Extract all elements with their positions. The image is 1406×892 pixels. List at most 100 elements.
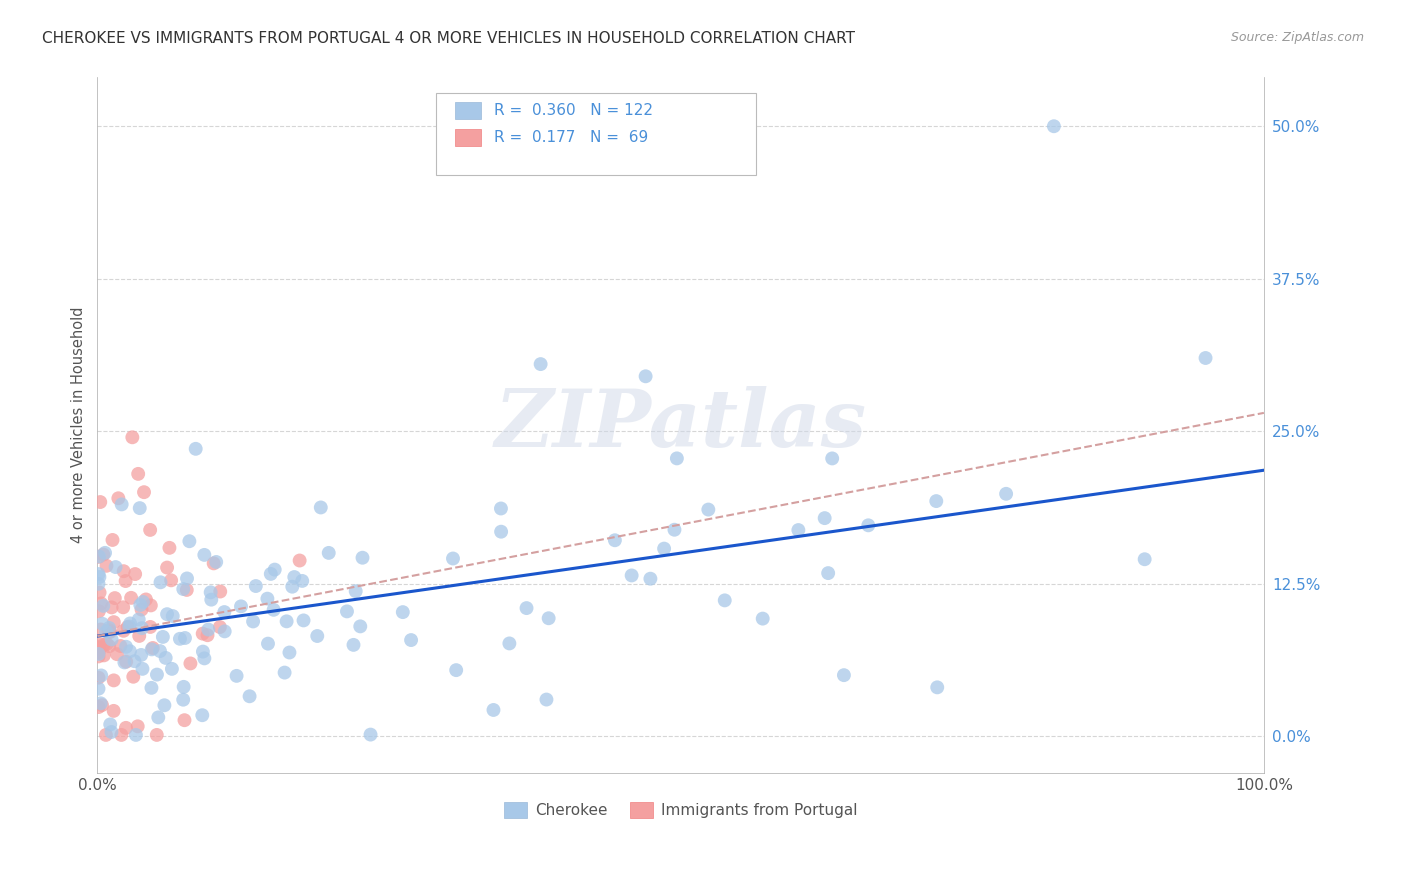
Point [205, 555, 228, 569]
Point [128, 612, 150, 626]
Point [139, 620, 162, 634]
Point [925, 494, 948, 508]
Point [489, 501, 512, 516]
Point [751, 612, 773, 626]
Point [191, 626, 214, 640]
Point [87, 567, 110, 582]
Point [107, 491, 129, 506]
Point [1133, 552, 1156, 566]
Point [536, 692, 558, 706]
Point [114, 574, 136, 588]
Point [530, 357, 553, 371]
Text: CHEROKEE VS IMMIGRANTS FROM PORTUGAL 4 OR MORE VEHICLES IN HOUSEHOLD CORRELATION: CHEROKEE VS IMMIGRANTS FROM PORTUGAL 4 O… [42, 31, 855, 46]
Point [336, 604, 359, 618]
Point [307, 629, 329, 643]
Point [87, 645, 110, 659]
Point [97, 625, 120, 640]
Point [132, 485, 155, 500]
Point [96, 624, 118, 639]
Point [100, 632, 122, 647]
Point [664, 523, 686, 537]
Point [288, 553, 311, 567]
Point [98, 624, 121, 639]
Point [87, 549, 110, 564]
Point [91, 698, 114, 713]
Point [96, 558, 118, 573]
Point [129, 648, 152, 662]
Point [98, 717, 121, 731]
Point [1194, 351, 1216, 365]
Point [125, 728, 148, 742]
Point [665, 451, 688, 466]
Point [111, 497, 134, 511]
Point [89, 637, 111, 651]
Point [515, 601, 537, 615]
Point [174, 631, 197, 645]
Point [263, 603, 285, 617]
Point [139, 523, 162, 537]
Point [124, 654, 146, 668]
Point [193, 651, 215, 665]
Point [256, 591, 278, 606]
Point [292, 614, 315, 628]
FancyBboxPatch shape [456, 128, 481, 146]
Point [90, 668, 112, 682]
Point [309, 500, 332, 515]
Point [100, 600, 122, 615]
Point [281, 580, 304, 594]
Point [149, 575, 172, 590]
Point [141, 642, 163, 657]
Point [391, 605, 413, 619]
Point [91, 616, 114, 631]
Point [105, 647, 128, 661]
Point [179, 657, 201, 671]
Point [200, 592, 222, 607]
Point [349, 619, 371, 633]
Point [87, 604, 110, 618]
Point [159, 541, 181, 555]
Point [489, 524, 512, 539]
Point [112, 656, 135, 670]
Point [214, 605, 236, 619]
Point [193, 548, 215, 562]
Point [342, 638, 364, 652]
Point [115, 721, 138, 735]
Point [142, 640, 165, 655]
Point [103, 704, 125, 718]
Point [120, 616, 142, 631]
Point [89, 495, 111, 509]
Point [444, 663, 467, 677]
Point [98, 621, 121, 635]
Point [927, 681, 949, 695]
Point [352, 550, 374, 565]
Point [131, 662, 153, 676]
Point [139, 599, 162, 613]
Point [291, 574, 314, 588]
Point [124, 567, 146, 582]
Point [153, 698, 176, 713]
Point [135, 592, 157, 607]
Point [127, 467, 149, 481]
Point [209, 584, 232, 599]
Point [225, 669, 247, 683]
Point [94, 728, 117, 742]
Point [318, 546, 340, 560]
Point [101, 533, 124, 547]
Point [87, 700, 110, 714]
Point [191, 708, 214, 723]
Point [100, 725, 122, 739]
Point [858, 518, 880, 533]
Point [634, 369, 657, 384]
FancyBboxPatch shape [456, 102, 481, 120]
Point [537, 611, 560, 625]
Point [995, 487, 1018, 501]
Point [202, 557, 225, 571]
Point [87, 681, 110, 696]
Point [149, 644, 172, 658]
Point [90, 623, 112, 637]
Point [141, 681, 163, 695]
Point [360, 728, 382, 742]
Point [93, 548, 115, 562]
Point [118, 619, 141, 633]
Point [87, 649, 110, 664]
